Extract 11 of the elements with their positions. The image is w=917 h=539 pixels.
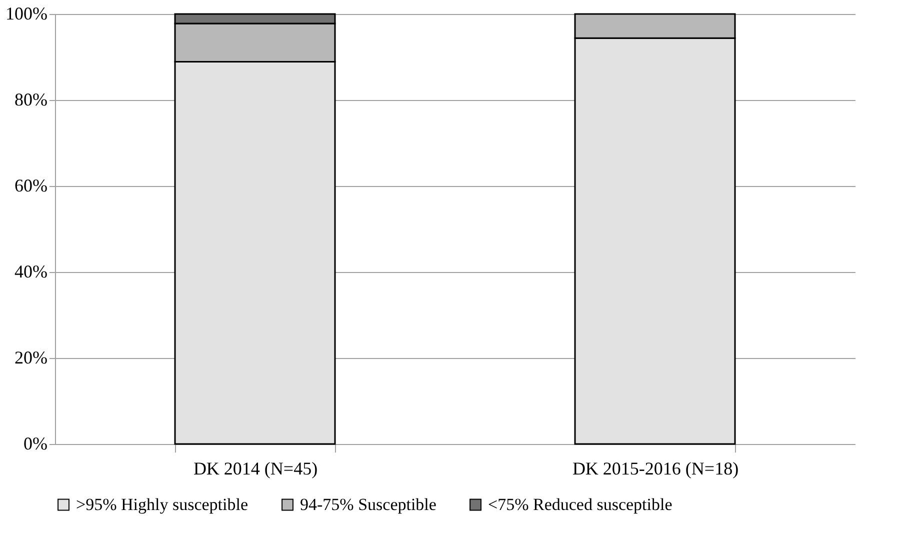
y-tick-label: 60% <box>14 176 48 196</box>
y-tick-label: 80% <box>14 90 48 110</box>
legend-label: <75% Reduced susceptible <box>488 494 672 514</box>
y-tick-label: 100% <box>6 4 48 24</box>
x-tick-label: DK 2014 (N=45) <box>193 458 318 478</box>
y-tick-label: 0% <box>24 434 48 454</box>
y-tick-label: 20% <box>14 348 48 368</box>
legend-label: 94-75% Susceptible <box>300 494 436 514</box>
y-tick-label: 40% <box>14 262 48 282</box>
x-tick-label: DK 2015-2016 (N=18) <box>572 458 739 478</box>
legend-label: >95% Highly susceptible <box>76 494 248 514</box>
